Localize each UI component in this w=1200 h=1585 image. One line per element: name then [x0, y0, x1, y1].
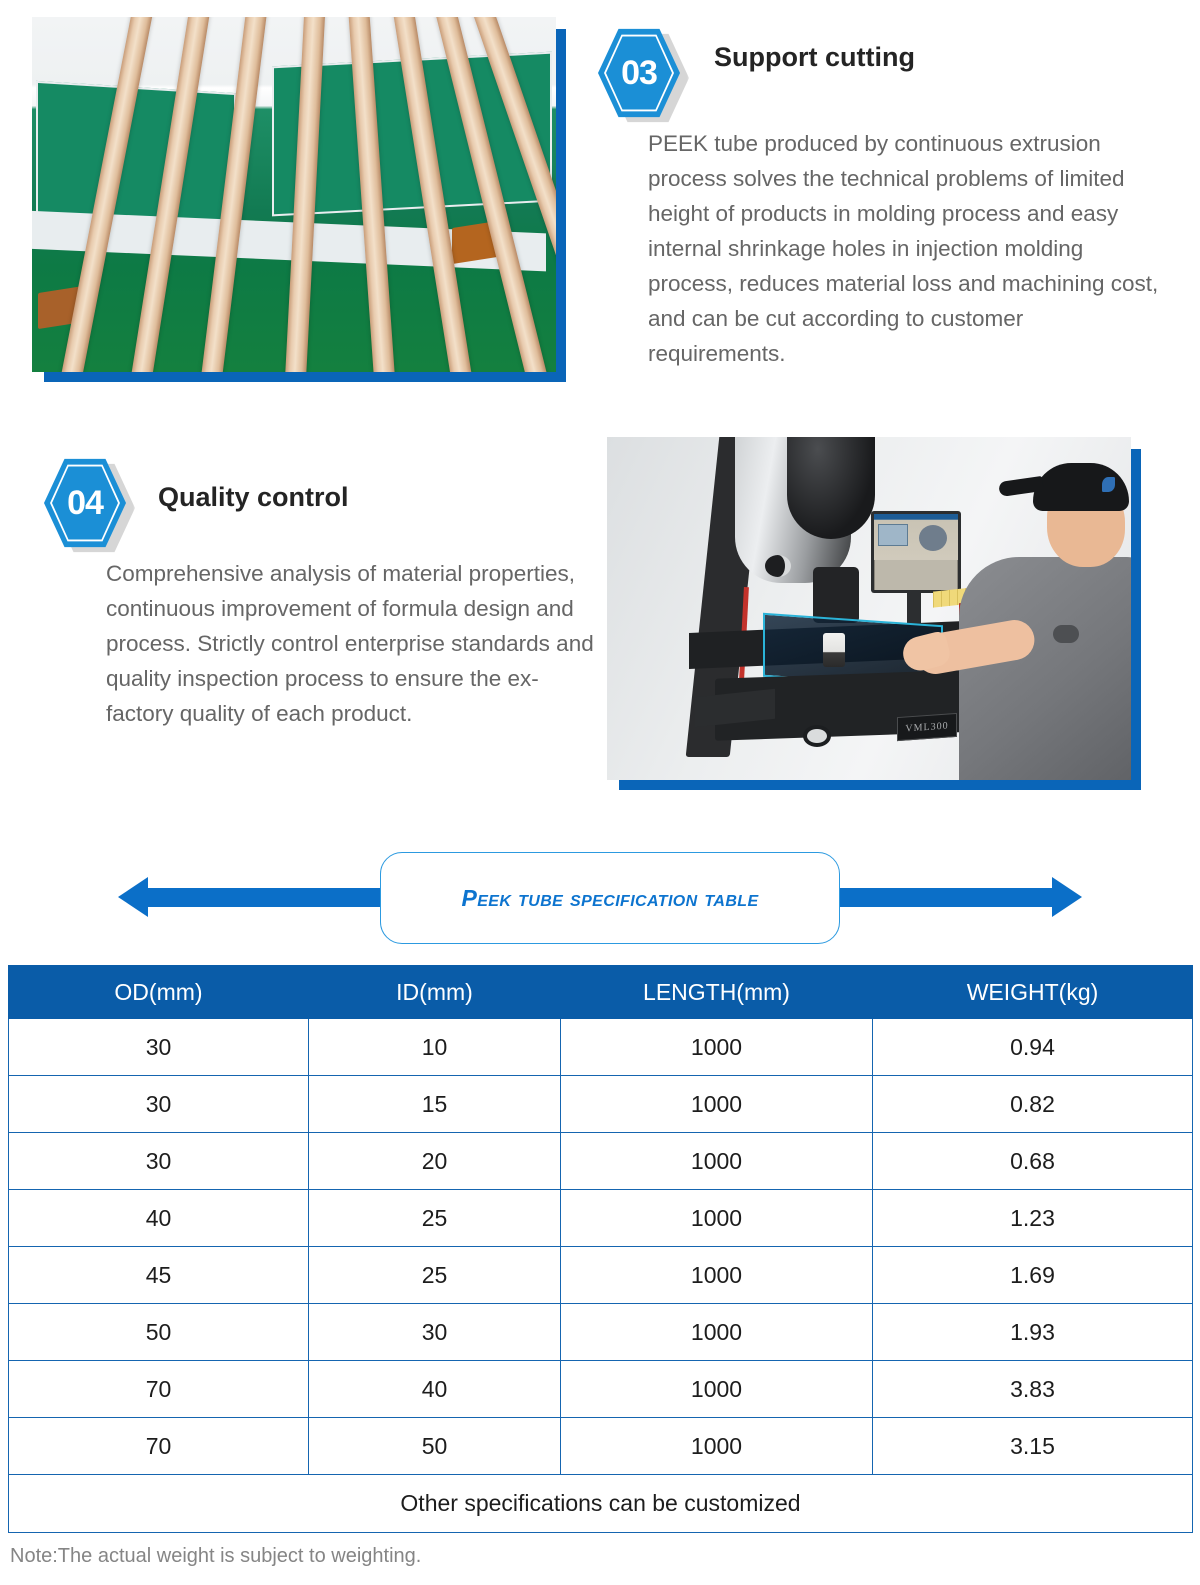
- table-cell-length: 1000: [560, 1189, 873, 1247]
- worker-body: [959, 557, 1131, 780]
- table-cell-od: 40: [8, 1189, 309, 1247]
- table-row: 30 20 1000 0.68: [8, 1132, 1193, 1190]
- table-cell-weight: 0.68: [872, 1132, 1193, 1190]
- table-cell-length: 1000: [560, 1132, 873, 1190]
- cap-logo-icon: [1102, 477, 1115, 492]
- arrow-left-icon: [118, 877, 148, 917]
- section-title-quality-control: Quality control: [158, 482, 349, 512]
- step-badge-03: 03: [598, 27, 689, 123]
- table-cell-od: 30: [8, 1075, 309, 1133]
- section-title-support-cutting: Support cutting: [714, 42, 915, 72]
- arrow-right-icon: [1052, 877, 1082, 917]
- monitor-stand: [907, 593, 921, 627]
- table-cell-id: 10: [308, 1018, 561, 1076]
- table-cell-od: 50: [8, 1303, 309, 1361]
- table-row: 45 25 1000 1.69: [8, 1246, 1193, 1304]
- computer-mouse: [1053, 625, 1079, 643]
- table-cell-id: 30: [308, 1303, 561, 1361]
- table-cell-length: 1000: [560, 1246, 873, 1304]
- section-body-support-cutting: PEEK tube produced by continuous extrusi…: [648, 131, 1159, 366]
- table-row: 30 10 1000 0.94: [8, 1018, 1193, 1076]
- banner-box: Peek tube specification table: [380, 852, 840, 944]
- monitor: [871, 511, 961, 593]
- step-number: 04: [67, 483, 104, 522]
- table-row: 50 30 1000 1.93: [8, 1303, 1193, 1361]
- table-cell-weight: 1.69: [872, 1246, 1193, 1304]
- measured-part-view: [919, 525, 947, 551]
- table-cell-id: 20: [308, 1132, 561, 1190]
- table-footer-note: Other specifications can be customized: [8, 1474, 1193, 1533]
- banner-title: Peek tube specification table: [461, 884, 759, 911]
- table-cell-id: 25: [308, 1246, 561, 1304]
- worker-cap: [1033, 463, 1129, 511]
- photo-peek-rods-image: [32, 17, 556, 372]
- table-cell-od: 30: [8, 1132, 309, 1190]
- table-cell-weight: 3.15: [872, 1417, 1193, 1475]
- photo-quality-inspection-image: VML300: [607, 437, 1131, 780]
- table-cell-od: 45: [8, 1246, 309, 1304]
- lens-hood: [787, 437, 875, 539]
- table-cell-length: 1000: [560, 1075, 873, 1133]
- table-row: 70 40 1000 3.83: [8, 1360, 1193, 1418]
- table-row: 30 15 1000 0.82: [8, 1075, 1193, 1133]
- camera-view-split: [874, 560, 958, 590]
- table-cell-id: 15: [308, 1075, 561, 1133]
- table-cell-weight: 3.83: [872, 1360, 1193, 1418]
- spec-table-banner: Peek tube specification table: [118, 852, 1082, 944]
- table-row: 40 25 1000 1.23: [8, 1189, 1193, 1247]
- table-cell-length: 1000: [560, 1303, 873, 1361]
- table-cell-id: 40: [308, 1360, 561, 1418]
- table-weight-note: Note:The actual weight is subject to wei…: [10, 1545, 422, 1567]
- table-cell-od: 30: [8, 1018, 309, 1076]
- machine-model-label: VML300: [897, 712, 957, 742]
- table-cell-id: 25: [308, 1189, 561, 1247]
- step-number: 03: [621, 53, 658, 92]
- optics-module: [813, 567, 859, 623]
- column-header-weight: WEIGHT(kg): [872, 965, 1193, 1019]
- table-cell-weight: 1.23: [872, 1189, 1193, 1247]
- table-cell-length: 1000: [560, 1417, 873, 1475]
- section-body-quality-control: Comprehensive analysis of material prope…: [106, 561, 594, 726]
- table-cell-length: 1000: [560, 1018, 873, 1076]
- step-badge-04: 04: [44, 457, 135, 553]
- table-footer-row: Other specifications can be customized: [8, 1474, 1193, 1533]
- peek-sample-part: [823, 633, 845, 667]
- table-cell-od: 70: [8, 1360, 309, 1418]
- software-panel: [878, 524, 908, 546]
- column-header-id: ID(mm): [308, 965, 561, 1019]
- hexagon-core: 03: [606, 36, 672, 110]
- table-cell-weight: 1.93: [872, 1303, 1193, 1361]
- column-header-od: OD(mm): [8, 965, 309, 1019]
- table-cell-id: 50: [308, 1417, 561, 1475]
- spec-table: OD(mm) ID(mm) LENGTH(mm) WEIGHT(kg) 30 10…: [8, 965, 1193, 1533]
- table-cell-weight: 0.82: [872, 1075, 1193, 1133]
- photo-quality-inspection: VML300: [607, 437, 1141, 790]
- column-header-length: LENGTH(mm): [560, 965, 873, 1019]
- table-cell-weight: 0.94: [872, 1018, 1193, 1076]
- table-cell-od: 70: [8, 1417, 309, 1475]
- table-row: 70 50 1000 3.15: [8, 1417, 1193, 1475]
- table-header-row: OD(mm) ID(mm) LENGTH(mm) WEIGHT(kg): [8, 965, 1193, 1019]
- photo-peek-rods: [32, 17, 566, 382]
- monitor-screen: [874, 514, 958, 590]
- table-cell-length: 1000: [560, 1360, 873, 1418]
- stage-roller: [803, 725, 831, 747]
- table-body: 30 10 1000 0.94 30 15 1000 0.82 30 20 1000 0.68 40 25…: [8, 1018, 1193, 1475]
- focus-knob: [765, 555, 791, 577]
